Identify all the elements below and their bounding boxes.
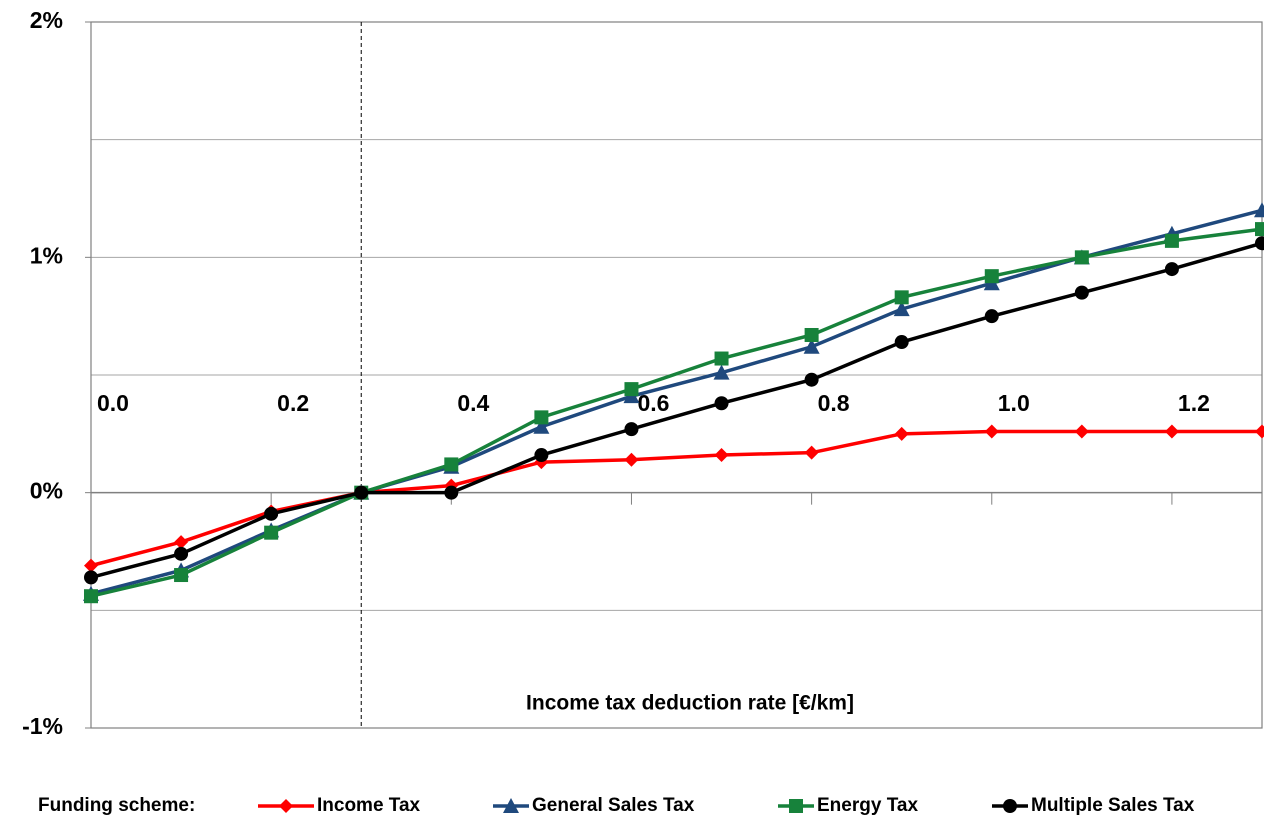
marker <box>714 351 729 366</box>
marker <box>624 422 639 437</box>
marker <box>533 418 550 434</box>
marker <box>1003 799 1017 813</box>
plot-frame <box>90 21 1263 729</box>
marker <box>84 589 98 604</box>
marker <box>789 799 803 813</box>
marker <box>1074 424 1089 439</box>
x-tick-label: 1.0 <box>998 390 1030 416</box>
marker <box>84 558 98 573</box>
y-tick-label: 2% <box>30 7 63 33</box>
legend-title: Funding scheme: <box>38 795 195 816</box>
marker <box>713 364 730 380</box>
legend-label: Multiple Sales Tax <box>1031 795 1195 816</box>
marker <box>264 525 279 540</box>
marker <box>1254 202 1264 218</box>
marker <box>804 327 819 342</box>
marker <box>503 798 519 813</box>
x-axis-title: Income tax deduction rate [€/km] <box>526 692 854 715</box>
y-tick-label: 0% <box>30 478 63 504</box>
marker <box>1255 236 1264 251</box>
marker <box>894 290 909 305</box>
marker <box>534 410 549 425</box>
legend-label: General Sales Tax <box>532 795 695 816</box>
series-line <box>90 241 1263 580</box>
marker <box>893 301 910 317</box>
marker <box>984 309 999 324</box>
marker <box>1255 222 1264 237</box>
marker <box>1255 424 1264 439</box>
marker <box>894 426 909 441</box>
marker <box>894 335 909 350</box>
x-tick-label: 0.2 <box>277 390 309 416</box>
y-tick-label: -1% <box>22 713 63 739</box>
x-tick-label: 0.8 <box>818 390 850 416</box>
marker <box>803 338 820 354</box>
series-line <box>90 429 1262 568</box>
marker <box>984 269 999 284</box>
marker <box>714 396 729 411</box>
legend-label: Income Tax <box>317 795 421 816</box>
x-tick-label: 0.0 <box>97 390 129 416</box>
x-tick-label: 0.4 <box>457 390 489 416</box>
y-tick-label: 1% <box>30 242 63 268</box>
marker <box>1164 233 1179 248</box>
marker <box>804 372 819 387</box>
series-line <box>90 227 1263 598</box>
marker <box>1074 250 1089 265</box>
marker <box>624 452 639 467</box>
marker <box>174 568 189 583</box>
marker <box>174 535 189 550</box>
marker <box>1164 424 1179 439</box>
legend-label: Energy Tax <box>817 795 918 816</box>
marker <box>534 448 549 463</box>
marker <box>1164 262 1179 277</box>
marker <box>444 485 459 500</box>
marker <box>174 546 189 561</box>
marker <box>84 570 98 585</box>
x-tick-label: 1.2 <box>1178 390 1210 416</box>
marker <box>444 457 459 472</box>
marker <box>714 448 729 463</box>
marker <box>264 506 279 521</box>
marker <box>1074 285 1089 300</box>
marker <box>354 485 369 500</box>
marker <box>624 382 639 397</box>
marker <box>279 799 293 813</box>
marker <box>804 445 819 460</box>
marker <box>984 424 999 439</box>
